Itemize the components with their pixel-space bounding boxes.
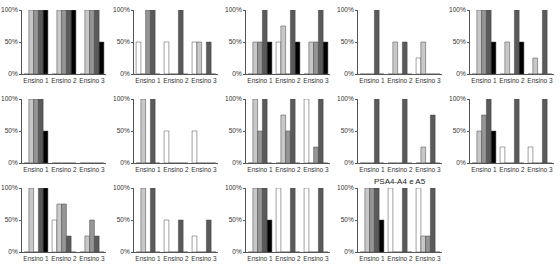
svg-text:50%: 50% (229, 127, 242, 134)
svg-text:50%: 50% (5, 216, 18, 223)
svg-text:Ensino 1: Ensino 1 (23, 166, 49, 173)
svg-text:Ensino 2: Ensino 2 (499, 77, 525, 84)
svg-text:Ensino 3: Ensino 3 (303, 255, 329, 262)
svg-text:Ensino 1: Ensino 1 (135, 255, 161, 262)
svg-text:100%: 100% (113, 6, 130, 13)
svg-text:100%: 100% (1, 6, 18, 13)
svg-text:PSA4-A4 e A5: PSA4-A4 e A5 (374, 177, 426, 186)
svg-text:50%: 50% (453, 38, 466, 45)
svg-text:Ensino 2: Ensino 2 (387, 255, 413, 262)
svg-text:0%: 0% (344, 248, 354, 255)
svg-text:0%: 0% (120, 70, 130, 77)
svg-text:Ensino 3: Ensino 3 (191, 166, 217, 173)
svg-text:Ensino 2: Ensino 2 (387, 166, 413, 173)
svg-text:Ensino 1: Ensino 1 (359, 255, 385, 262)
svg-text:Ensino 1: Ensino 1 (23, 77, 49, 84)
svg-text:50%: 50% (117, 216, 130, 223)
svg-text:50%: 50% (453, 127, 466, 134)
svg-text:Ensino 2: Ensino 2 (275, 255, 301, 262)
svg-text:100%: 100% (225, 184, 242, 191)
svg-text:100%: 100% (337, 6, 354, 13)
svg-text:Ensino 1: Ensino 1 (135, 77, 161, 84)
svg-text:50%: 50% (229, 38, 242, 45)
svg-text:Ensino 3: Ensino 3 (303, 166, 329, 173)
svg-text:Ensino 3: Ensino 3 (191, 77, 217, 84)
svg-text:Ensino 1: Ensino 1 (135, 166, 161, 173)
svg-text:Ensino 3: Ensino 3 (415, 166, 441, 173)
svg-text:0%: 0% (344, 70, 354, 77)
svg-text:Ensino 3: Ensino 3 (527, 77, 553, 84)
svg-text:0%: 0% (344, 159, 354, 166)
svg-text:Ensino 3: Ensino 3 (79, 255, 105, 262)
svg-text:0%: 0% (456, 159, 466, 166)
svg-text:50%: 50% (341, 216, 354, 223)
svg-text:Ensino 2: Ensino 2 (51, 77, 77, 84)
svg-text:Ensino 3: Ensino 3 (191, 255, 217, 262)
svg-text:100%: 100% (113, 184, 130, 191)
svg-text:50%: 50% (229, 216, 242, 223)
svg-text:0%: 0% (120, 159, 130, 166)
svg-text:Ensino 3: Ensino 3 (527, 166, 553, 173)
svg-text:50%: 50% (117, 38, 130, 45)
svg-text:Ensino 2: Ensino 2 (163, 77, 189, 84)
svg-text:100%: 100% (225, 95, 242, 102)
svg-text:0%: 0% (120, 248, 130, 255)
svg-text:100%: 100% (449, 6, 466, 13)
svg-text:Ensino 1: Ensino 1 (359, 166, 385, 173)
svg-text:Ensino 2: Ensino 2 (163, 166, 189, 173)
svg-text:100%: 100% (449, 95, 466, 102)
svg-text:100%: 100% (225, 6, 242, 13)
svg-text:0%: 0% (8, 248, 18, 255)
svg-text:Ensino 1: Ensino 1 (23, 255, 49, 262)
svg-text:Ensino 3: Ensino 3 (415, 255, 441, 262)
svg-text:50%: 50% (341, 38, 354, 45)
svg-text:0%: 0% (232, 248, 242, 255)
svg-text:Ensino 1: Ensino 1 (471, 77, 497, 84)
svg-text:100%: 100% (113, 95, 130, 102)
svg-text:0%: 0% (8, 159, 18, 166)
svg-text:Ensino 2: Ensino 2 (387, 77, 413, 84)
svg-text:Ensino 3: Ensino 3 (79, 77, 105, 84)
svg-text:0%: 0% (232, 159, 242, 166)
svg-text:50%: 50% (117, 127, 130, 134)
svg-text:0%: 0% (8, 70, 18, 77)
svg-text:Ensino 3: Ensino 3 (415, 77, 441, 84)
svg-text:50%: 50% (5, 127, 18, 134)
svg-text:0%: 0% (232, 70, 242, 77)
svg-text:100%: 100% (1, 184, 18, 191)
svg-text:Ensino 1: Ensino 1 (359, 77, 385, 84)
svg-text:Ensino 2: Ensino 2 (51, 166, 77, 173)
svg-text:50%: 50% (341, 127, 354, 134)
svg-text:Ensino 1: Ensino 1 (247, 255, 273, 262)
svg-text:100%: 100% (337, 95, 354, 102)
svg-text:100%: 100% (1, 95, 18, 102)
svg-text:Ensino 3: Ensino 3 (303, 77, 329, 84)
svg-text:Ensino 1: Ensino 1 (471, 166, 497, 173)
svg-text:Ensino 1: Ensino 1 (247, 77, 273, 84)
svg-text:Ensino 2: Ensino 2 (275, 166, 301, 173)
svg-text:Ensino 3: Ensino 3 (79, 166, 105, 173)
svg-text:50%: 50% (5, 38, 18, 45)
svg-text:100%: 100% (337, 184, 354, 191)
svg-text:Ensino 1: Ensino 1 (247, 166, 273, 173)
svg-text:Ensino 2: Ensino 2 (163, 255, 189, 262)
svg-text:Ensino 2: Ensino 2 (499, 166, 525, 173)
svg-text:Ensino 2: Ensino 2 (51, 255, 77, 262)
svg-text:0%: 0% (456, 70, 466, 77)
svg-text:Ensino 2: Ensino 2 (275, 77, 301, 84)
